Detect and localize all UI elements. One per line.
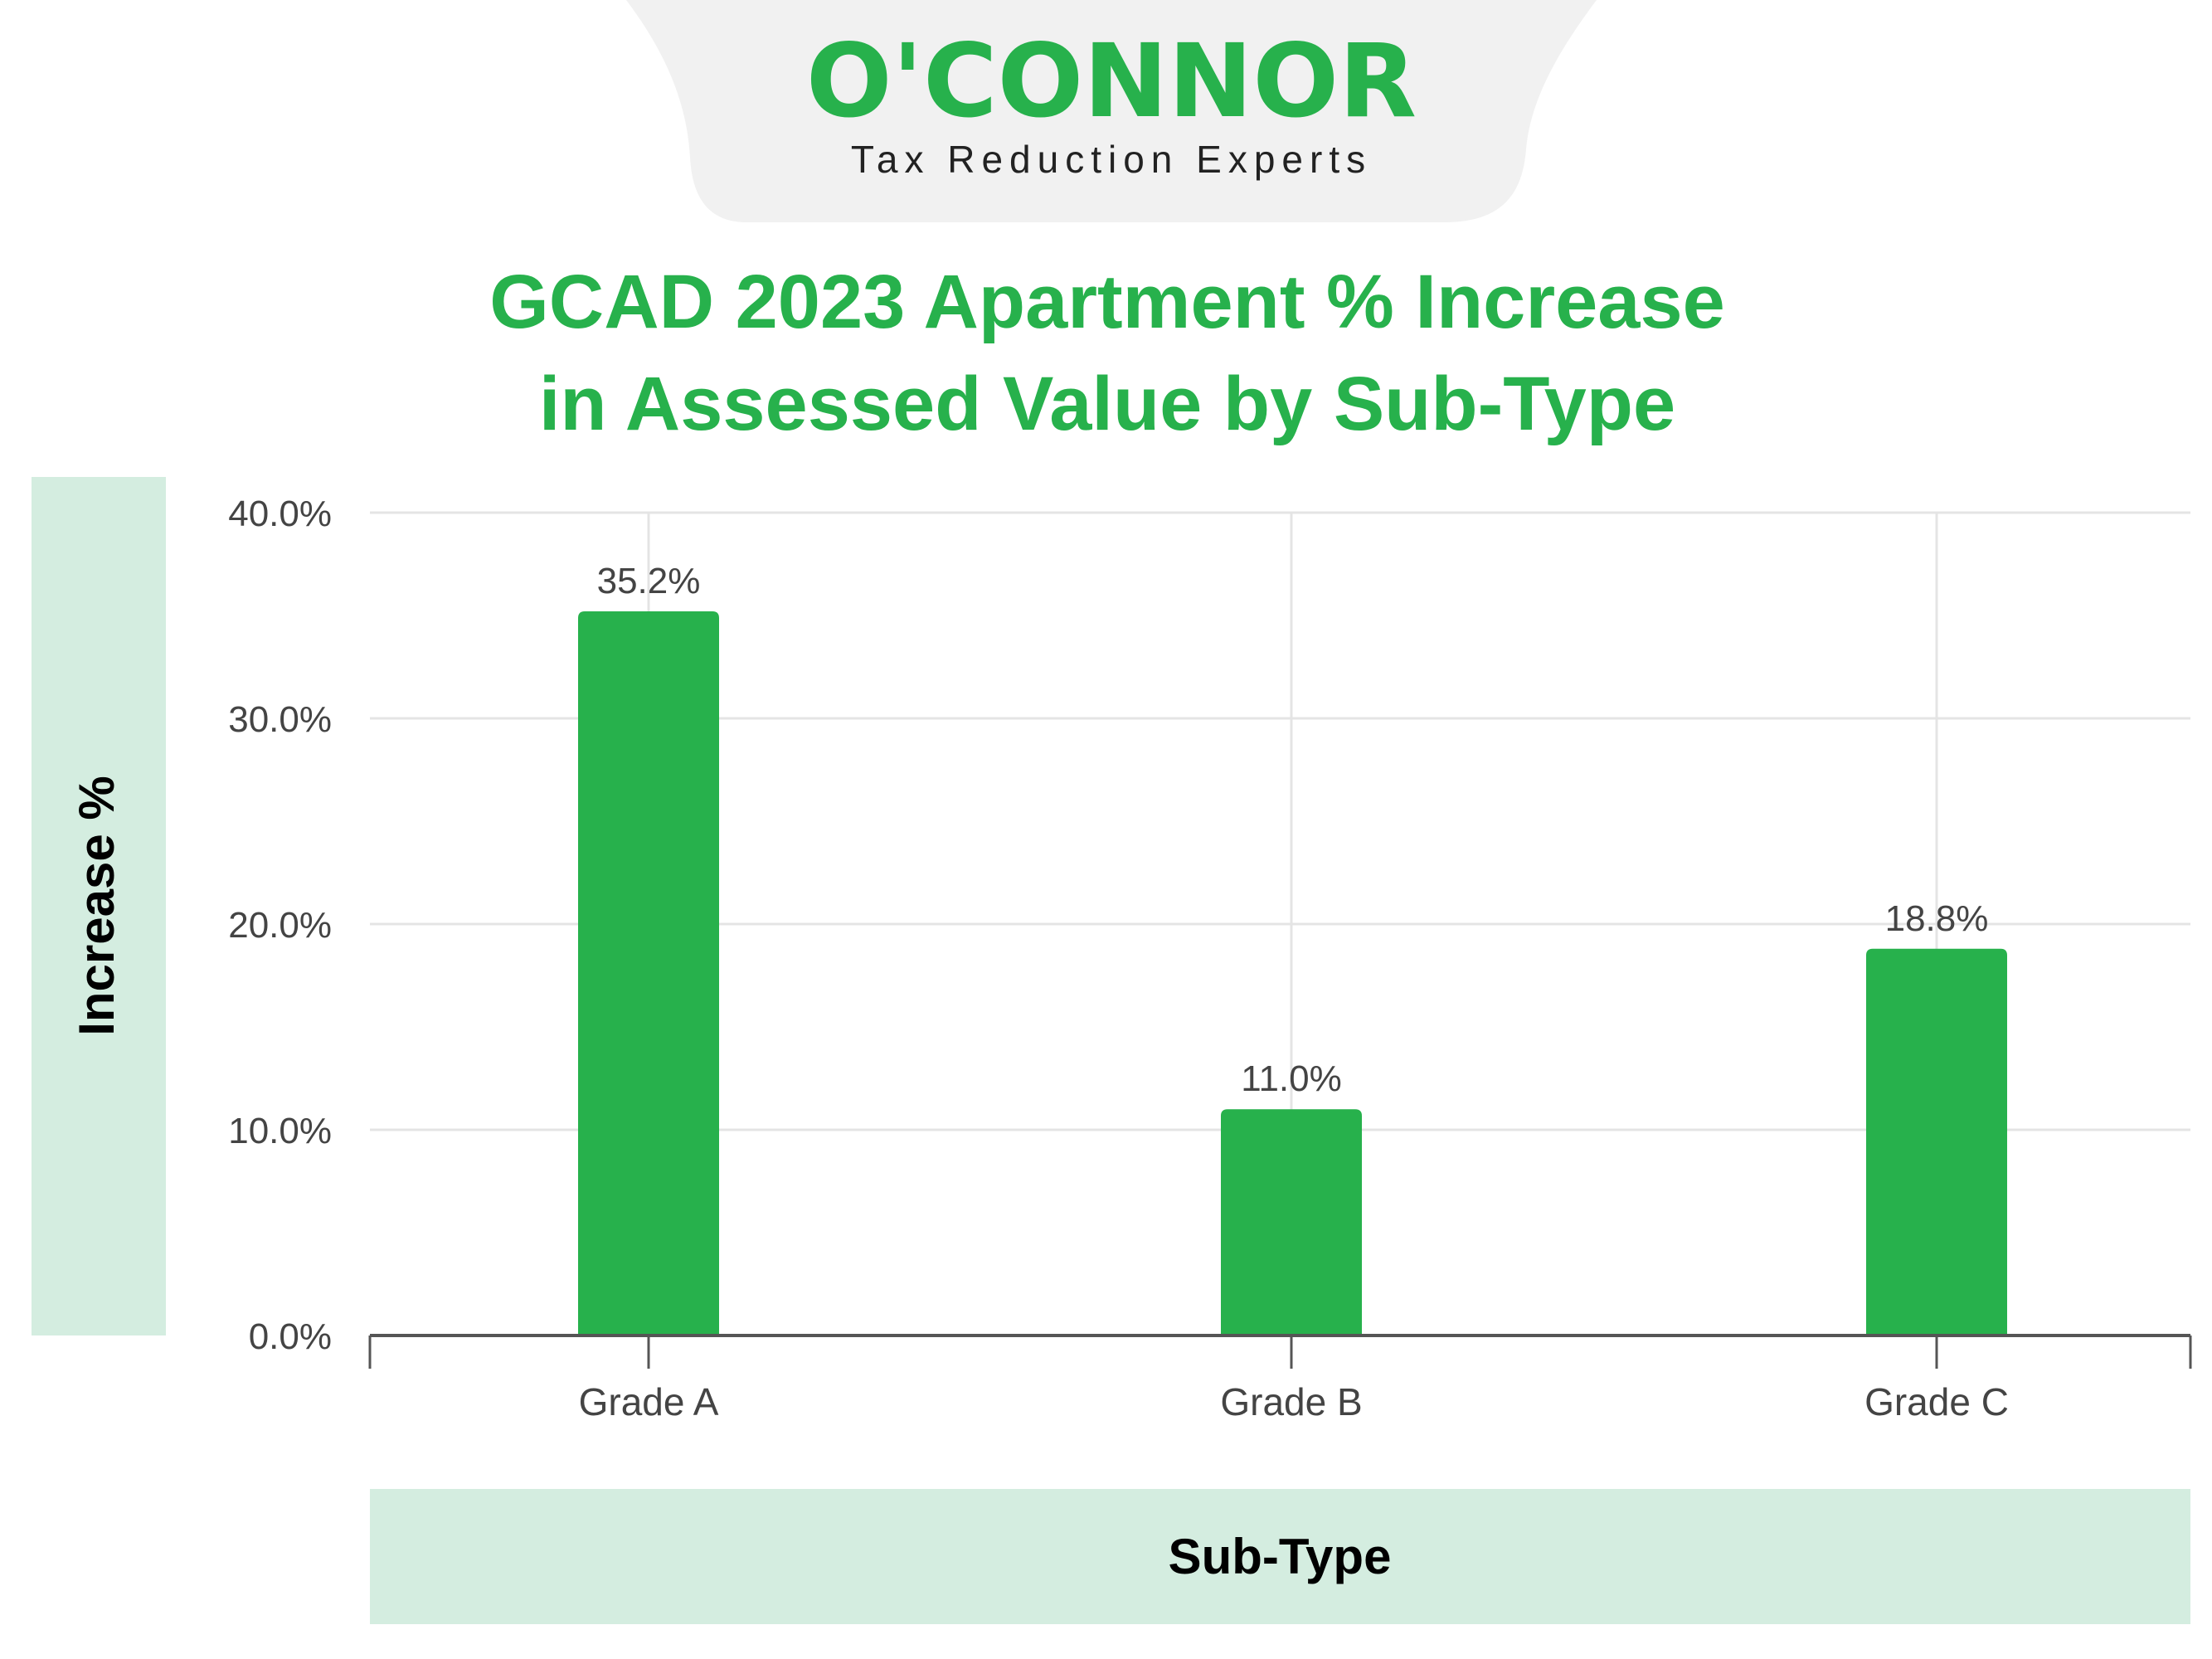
y-axis-label: Increase % <box>69 776 124 1036</box>
bar-grade-b <box>1221 1109 1362 1335</box>
x-axis-label: Sub-Type <box>1169 1529 1392 1584</box>
logo-header: O'CONNOR Tax Reduction Experts <box>626 0 1597 222</box>
data-label: 35.2% <box>597 561 701 601</box>
x-tick-label: Grade A <box>579 1380 719 1423</box>
data-label: 18.8% <box>1885 898 1989 939</box>
bars <box>578 611 2007 1335</box>
chart-title: GCAD 2023 Apartment % Increase in Assess… <box>489 260 1725 446</box>
x-tick-label: Grade B <box>1220 1380 1362 1423</box>
y-tick-labels: 0.0% 10.0% 20.0% 30.0% 40.0% <box>228 494 332 1357</box>
chart-title-line-1: GCAD 2023 Apartment % Increase <box>489 260 1725 344</box>
chart-title-line-2: in Assessed Value by Sub-Type <box>539 362 1675 446</box>
x-tick-labels: Grade A Grade B Grade C <box>579 1380 2009 1423</box>
x-axis <box>368 1334 2192 1369</box>
brand-logo: O'CONNOR <box>806 22 1417 140</box>
y-tick-label: 0.0% <box>249 1316 332 1357</box>
y-tick-label: 30.0% <box>228 699 332 740</box>
bar-grade-c <box>1866 948 2007 1335</box>
brand-tagline: Tax Reduction Experts <box>851 138 1372 181</box>
y-axis-label-background <box>32 477 166 1335</box>
logo-background <box>626 0 1597 222</box>
y-tick-label: 10.0% <box>228 1111 332 1151</box>
bar-grade-a <box>578 611 719 1335</box>
data-labels: 35.2% 11.0% 18.8% <box>597 561 1989 1099</box>
x-axis-label-background <box>370 1489 2190 1624</box>
data-label: 11.0% <box>1241 1058 1342 1099</box>
x-tick-label: Grade C <box>1864 1380 2009 1423</box>
y-tick-label: 20.0% <box>228 905 332 946</box>
x-axis-label-panel: Sub-Type <box>370 1489 2190 1624</box>
y-tick-label: 40.0% <box>228 494 332 534</box>
y-axis-label-panel: Increase % <box>32 477 166 1335</box>
